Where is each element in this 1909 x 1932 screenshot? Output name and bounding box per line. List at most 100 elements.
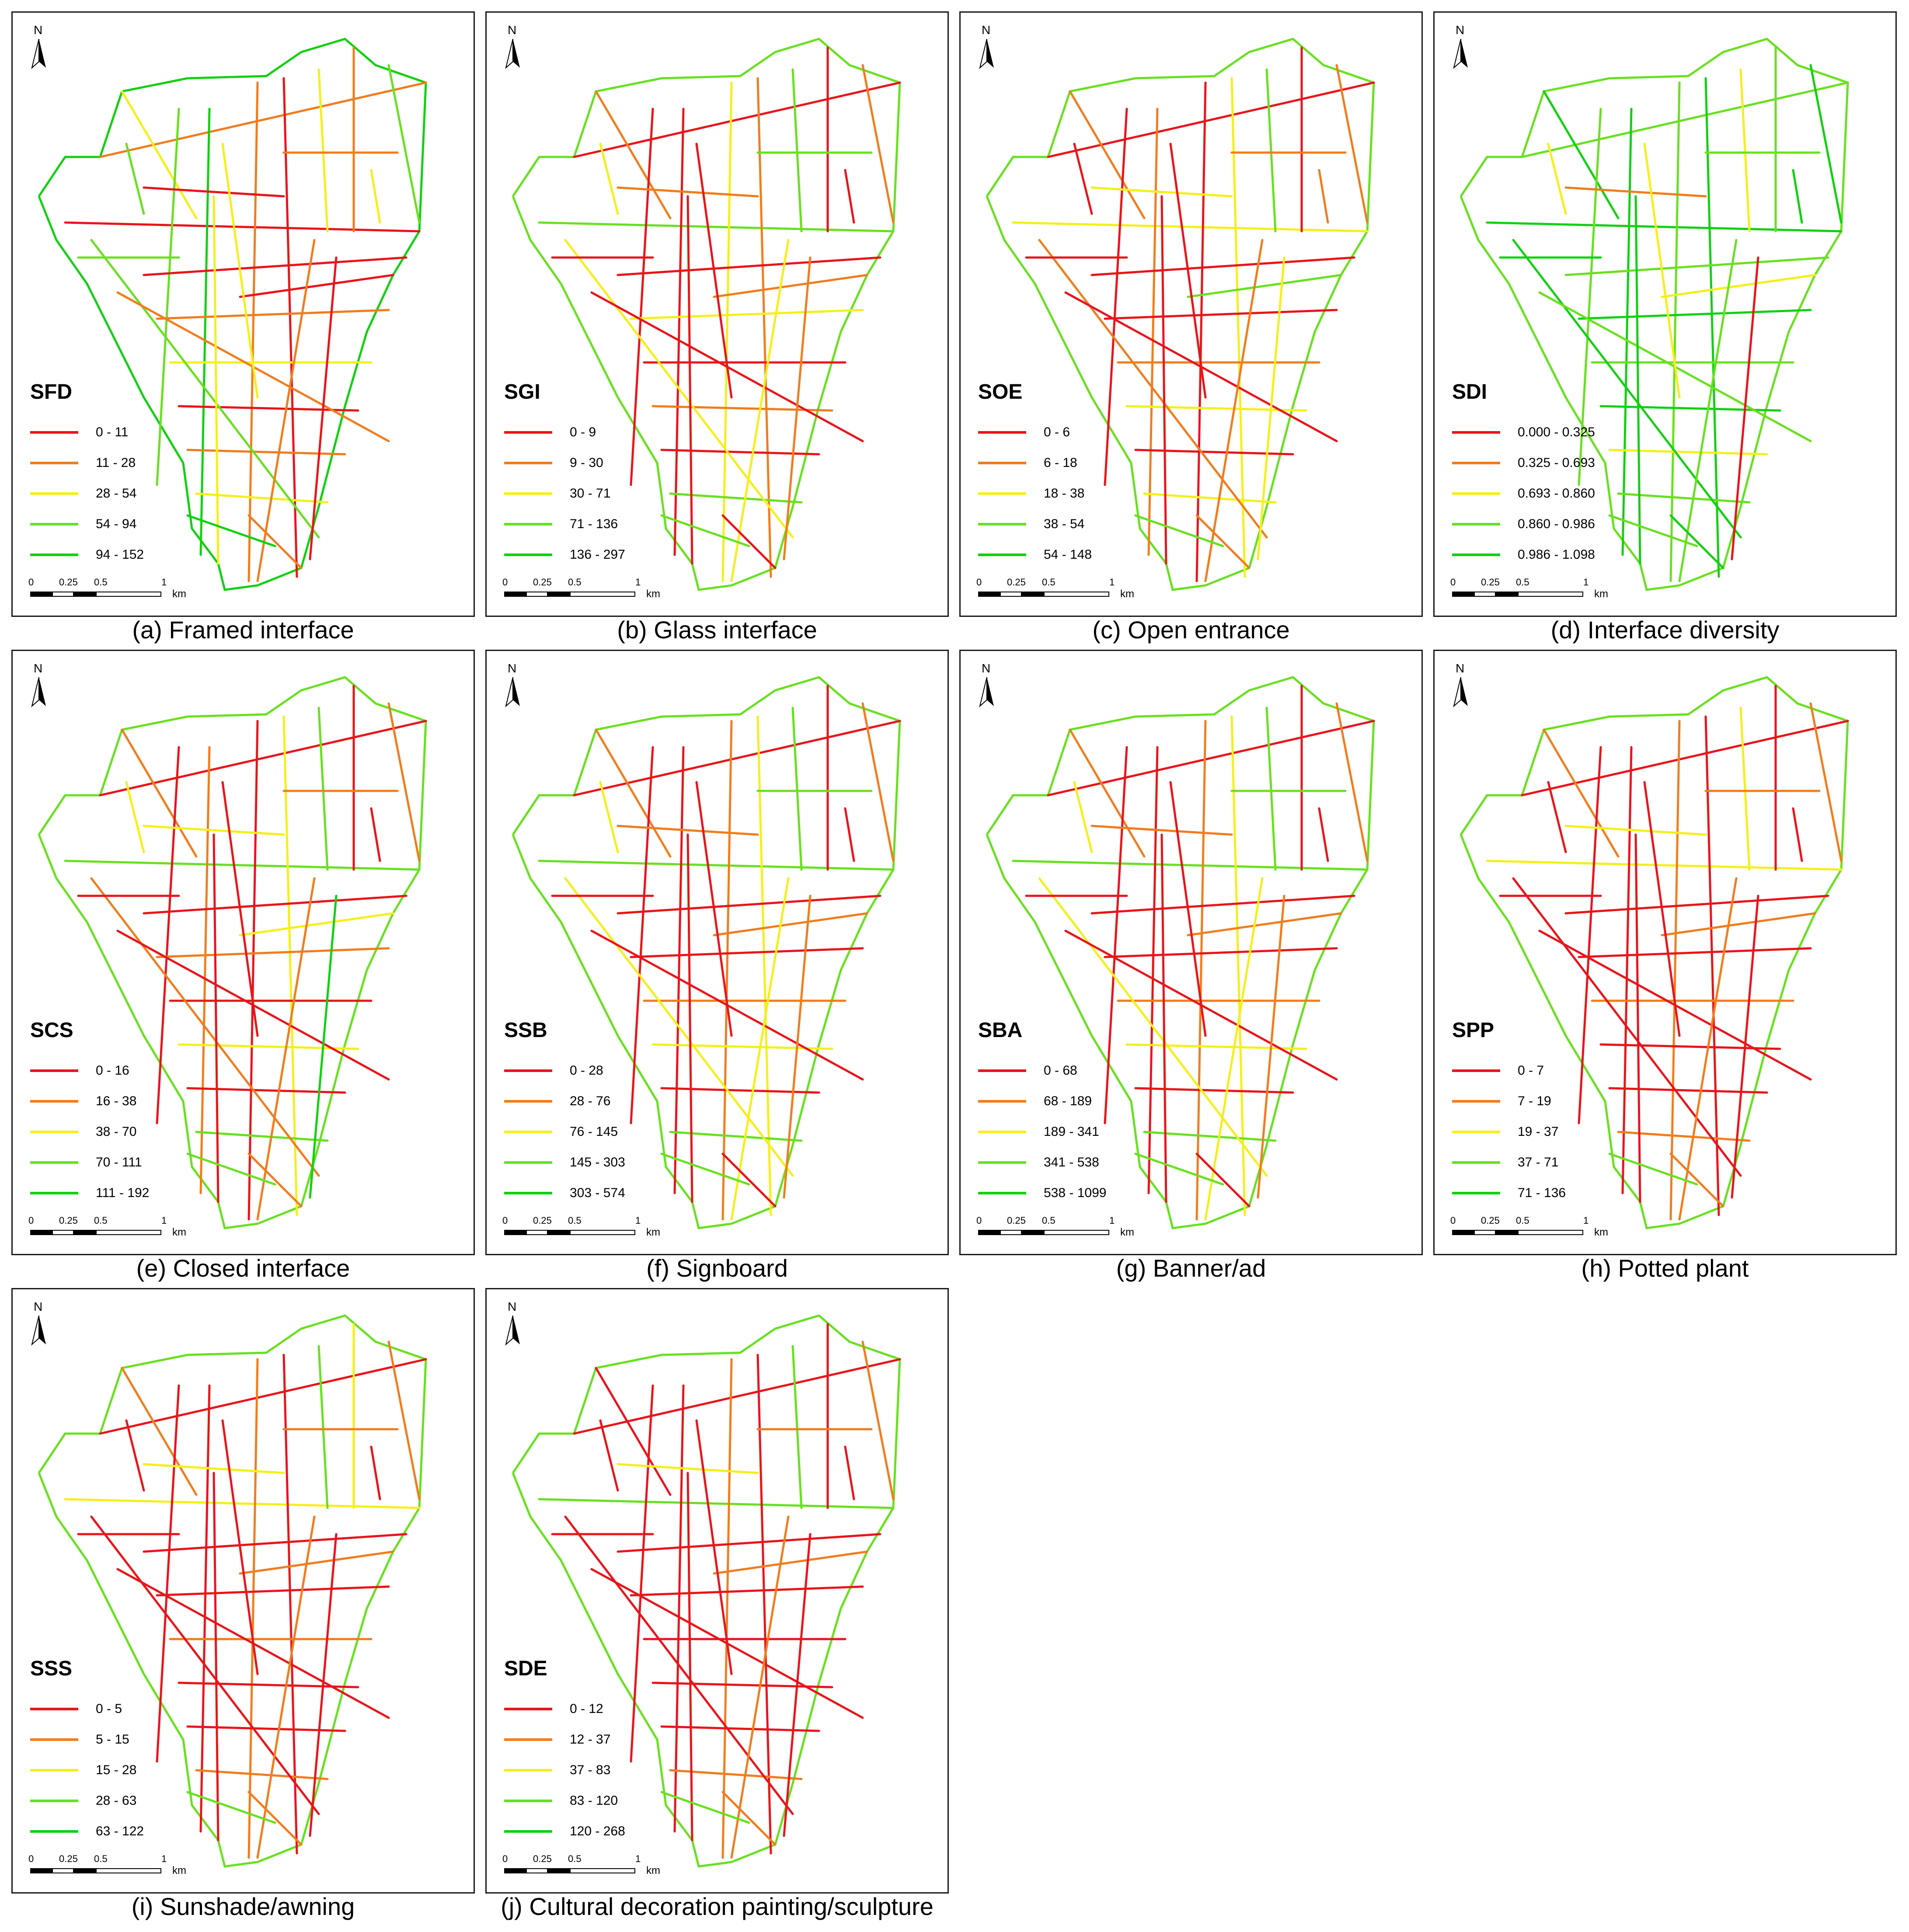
panel-caption: (b) Glass interface [617, 616, 817, 644]
street-segment [721, 1791, 777, 1846]
legend-label: 0 - 28 [570, 1063, 603, 1078]
legend-label: 70 - 111 [96, 1155, 142, 1170]
street-segment [1608, 1087, 1768, 1094]
street-segment [121, 728, 198, 858]
street-segment [1195, 514, 1251, 569]
street-segment [1543, 90, 1620, 219]
legend-title: SFD [30, 380, 72, 404]
street-segment [1160, 195, 1167, 565]
street-segment [630, 309, 864, 320]
street-segment [1661, 274, 1816, 298]
legend-item: 38 - 70 [30, 1117, 149, 1147]
street-segment [282, 715, 298, 1216]
panel-caption: (g) Banner/ad [1116, 1254, 1266, 1282]
legend-label: 71 - 136 [570, 517, 618, 531]
north-label: N [508, 661, 517, 675]
legend-label: 0 - 68 [1044, 1063, 1077, 1078]
street-segment [143, 895, 408, 915]
street-segment [686, 1472, 693, 1841]
street-segment [178, 405, 359, 412]
north-label: N [508, 1300, 517, 1313]
street-segment [1318, 169, 1329, 224]
street-segment [844, 807, 855, 862]
street-segment [1090, 256, 1355, 276]
street-network-map [512, 676, 901, 1229]
street-network-map [986, 676, 1375, 1229]
street-segment [783, 1533, 812, 1837]
legend-item: 136 - 297 [504, 540, 625, 570]
street-segment [1543, 728, 1620, 858]
street-segment [199, 108, 211, 556]
legend-title: SCS [30, 1019, 73, 1042]
map-panel-c: N SOE 0 - 6 6 - 18 18 - 38 38 - 54 54 - … [959, 11, 1423, 617]
street-segment [370, 169, 381, 224]
street-segment [1634, 833, 1641, 1203]
legend-item: 37 - 71 [1452, 1147, 1566, 1178]
street-segment [1547, 781, 1567, 853]
legend-item: 0 - 16 [30, 1055, 149, 1086]
street-segment [156, 1585, 390, 1597]
north-label: N [34, 23, 43, 37]
street-segment [1147, 746, 1159, 1194]
north-arrow: N [1452, 23, 1470, 76]
legend-label: 83 - 120 [570, 1793, 618, 1808]
street-segment [713, 274, 868, 298]
legend-label: 28 - 63 [96, 1793, 137, 1808]
street-segment [1608, 449, 1768, 456]
legend-item: 54 - 94 [30, 509, 144, 540]
legend-item: 11 - 28 [30, 448, 144, 478]
street-segment [1521, 81, 1849, 158]
street-segment [1578, 108, 1602, 486]
street-segment [756, 1354, 772, 1855]
north-label: N [982, 661, 991, 675]
street-segment [121, 90, 198, 219]
street-segment [64, 1498, 421, 1509]
street-segment [212, 833, 219, 1203]
street-segment [538, 221, 895, 233]
legend-item: 94 - 152 [30, 540, 144, 570]
street-segment [660, 449, 820, 456]
street-segment [791, 68, 803, 233]
street-segment [121, 1367, 198, 1496]
street-segment [247, 1152, 303, 1208]
legend-label: 18 - 38 [1044, 486, 1085, 501]
panel-caption: (i) Sunshade/awning [131, 1893, 355, 1920]
street-segment [617, 186, 759, 198]
scale-bar: 0 0.25 0.5 1 km [28, 1215, 186, 1238]
street-segment [1047, 81, 1375, 158]
street-segment [156, 309, 390, 320]
legend: SPP 0 - 7 7 - 19 19 - 37 37 - 71 71 - 13… [1452, 1018, 1566, 1208]
panel-caption: (j) Cultural decoration painting/sculptu… [501, 1893, 934, 1920]
street-segment [573, 720, 901, 797]
street-segment [125, 143, 145, 215]
north-label: N [1456, 661, 1465, 675]
street-segment [617, 825, 759, 836]
legend-label: 7 - 19 [1518, 1094, 1551, 1108]
street-segment [1608, 514, 1698, 547]
street-segment [1073, 781, 1093, 853]
north-arrow: N [30, 1300, 48, 1352]
street-segment [1809, 64, 1843, 224]
north-arrow: N [978, 23, 996, 76]
legend-label: 37 - 71 [1518, 1155, 1559, 1170]
legend-label: 28 - 76 [570, 1094, 611, 1108]
legend-item: 30 - 71 [504, 478, 625, 509]
legend-label: 538 - 1099 [1044, 1186, 1107, 1200]
street-segment [660, 1725, 820, 1732]
legend-item: 0 - 12 [504, 1694, 625, 1724]
street-segment [64, 860, 421, 871]
street-segment [1678, 877, 1738, 1221]
street-segment [564, 1515, 794, 1815]
street-segment [1169, 143, 1207, 399]
district-boundary-road [1460, 38, 1849, 591]
street-segment [1169, 781, 1207, 1037]
legend: SFD 0 - 11 11 - 28 28 - 54 54 - 94 94 - … [30, 380, 144, 570]
legend-label: 11 - 28 [96, 456, 136, 470]
street-segment [1204, 239, 1264, 582]
street-segment [651, 1043, 833, 1050]
legend-label: 54 - 94 [96, 517, 137, 531]
legend-item: 7 - 19 [1452, 1086, 1566, 1117]
legend-label: 145 - 303 [570, 1155, 625, 1170]
street-segment [1318, 807, 1329, 862]
street-segment [1012, 860, 1369, 871]
